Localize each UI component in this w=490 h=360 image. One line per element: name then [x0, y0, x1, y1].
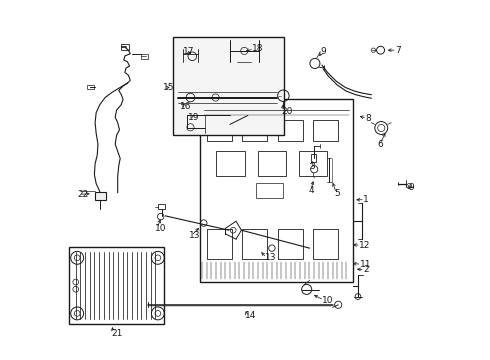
Text: 10: 10: [155, 224, 167, 233]
Text: 9: 9: [320, 47, 326, 56]
Bar: [216, 150, 245, 176]
Text: 8: 8: [365, 114, 371, 123]
Text: 3: 3: [309, 162, 315, 171]
Text: 22: 22: [77, 190, 88, 199]
Text: 4: 4: [309, 186, 315, 195]
Bar: [95, 192, 106, 200]
Text: 9: 9: [408, 183, 414, 192]
Text: 7: 7: [395, 46, 401, 55]
Text: 2: 2: [363, 265, 368, 274]
Bar: [69, 247, 164, 324]
Text: 12: 12: [359, 241, 370, 250]
Bar: [278, 229, 303, 259]
Bar: [141, 54, 148, 59]
Bar: [207, 120, 232, 140]
Bar: [299, 150, 327, 176]
Text: 15: 15: [163, 83, 175, 92]
Text: 13: 13: [190, 231, 201, 240]
Text: 5: 5: [335, 189, 341, 198]
Bar: [258, 150, 286, 176]
Text: 13: 13: [265, 253, 276, 262]
Text: 11: 11: [360, 260, 371, 269]
Bar: [311, 154, 317, 162]
Text: 1: 1: [363, 195, 369, 204]
Bar: [87, 85, 94, 89]
Bar: [200, 99, 353, 282]
Bar: [122, 44, 129, 50]
Bar: [313, 120, 338, 140]
Text: 18: 18: [252, 44, 264, 53]
Text: 21: 21: [112, 329, 123, 338]
Bar: [278, 120, 303, 140]
Text: 16: 16: [180, 102, 191, 111]
Bar: [207, 229, 232, 259]
Text: 14: 14: [245, 311, 256, 320]
Text: 6: 6: [378, 140, 384, 149]
Bar: [313, 229, 338, 259]
Text: 20: 20: [281, 107, 292, 116]
Text: 17: 17: [183, 47, 195, 56]
Text: 10: 10: [322, 296, 334, 305]
Bar: [242, 120, 267, 140]
Bar: [242, 229, 267, 259]
Bar: [158, 204, 166, 210]
Bar: [256, 183, 283, 198]
Bar: [172, 37, 284, 135]
Text: 19: 19: [188, 113, 200, 122]
